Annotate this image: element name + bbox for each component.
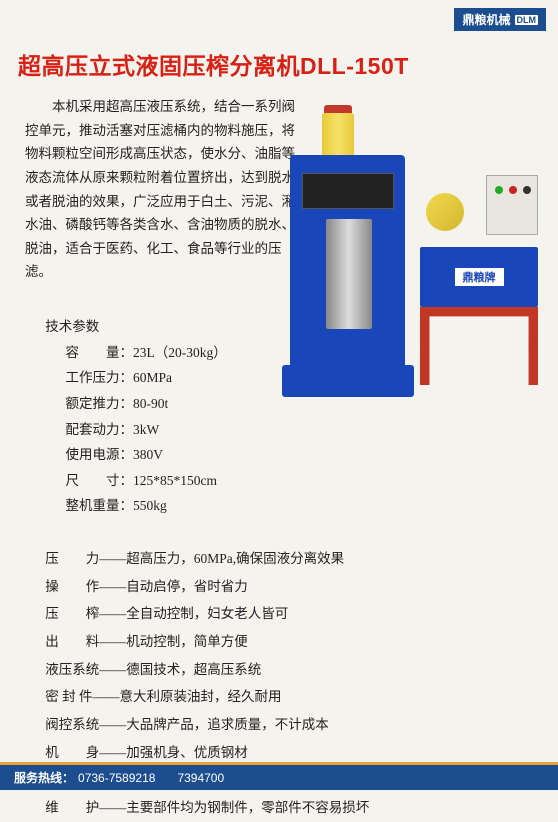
feature-label: 操 作——: [45, 579, 126, 594]
footer-phone-2: 7394700: [177, 771, 224, 785]
spec-label: 整机重量：: [45, 493, 133, 519]
press-frame: [290, 155, 405, 385]
feature-label: 压 榨——: [45, 606, 126, 621]
feature-value: 机动控制，简单方便: [126, 634, 248, 649]
feature-label: 维 护——: [45, 800, 126, 815]
feature-row: 压 力——超高压力，60MPa,确保固液分离效果: [25, 545, 533, 573]
feature-row: 液压系统——德国技术，超高压系统: [25, 656, 533, 684]
footer-label: 服务热线：: [14, 769, 74, 786]
spec-label: 额定推力：: [45, 391, 133, 417]
feature-label: 阀控系统——: [45, 717, 126, 732]
spec-value: 550kg: [133, 498, 167, 513]
feature-label: 出 料——: [45, 634, 126, 649]
feature-value: 主要部件均为钢制件，零部件不容易损坏: [126, 800, 369, 815]
spec-row: 额定推力：80-90t: [25, 391, 533, 417]
feature-value: 意大利原装油封，经久耐用: [120, 689, 282, 704]
feature-label: 密 封 件——: [45, 689, 119, 704]
tank-label: 鼎粮牌: [455, 268, 504, 286]
button-red-icon: [509, 186, 517, 194]
spec-row: 配套动力：3kW: [25, 417, 533, 443]
spec-label: 使用电源：: [45, 442, 133, 468]
spec-value: 125*85*150cm: [133, 473, 217, 488]
spec-value: 60MPa: [133, 370, 172, 385]
feature-row: 维 护——主要部件均为钢制件，零部件不容易损坏: [25, 794, 533, 822]
footer-phone-1: 0736-7589218: [78, 771, 155, 785]
press-machine: [280, 155, 420, 385]
spec-label: 尺 寸：: [45, 468, 133, 494]
spec-label: 容 量：: [45, 340, 133, 366]
footer: 服务热线： 0736-7589218 7394700: [0, 762, 558, 790]
press-base: [282, 365, 414, 397]
spec-row: 使用电源：380V: [25, 442, 533, 468]
spec-row: 整机重量：550kg: [25, 493, 533, 519]
product-image: 鼎粮牌: [280, 95, 540, 385]
feature-value: 大品牌产品，追求质量，不计成本: [126, 717, 329, 732]
button-green-icon: [495, 186, 503, 194]
spec-label: 配套动力：: [45, 417, 133, 443]
feature-row: 阀控系统——大品牌产品，追求质量，不计成本: [25, 711, 533, 739]
feature-label: 机 身——: [45, 745, 126, 760]
hydraulic-pump-unit: 鼎粮牌: [420, 187, 540, 385]
header: 鼎粮机械 DLM: [0, 0, 558, 39]
feature-value: 自动启停，省时省力: [126, 579, 248, 594]
control-panel: [302, 173, 394, 209]
feature-value: 德国技术，超高压系统: [126, 662, 261, 677]
feature-row: 压 榨——全自动控制，妇女老人皆可: [25, 600, 533, 628]
feature-row: 密 封 件——意大利原装油封，经久耐用: [25, 683, 533, 711]
page-title: 超高压立式液固压榨分离机DLL-150T: [0, 39, 558, 95]
spec-value: 23L（20-30kg）: [133, 345, 227, 360]
spec-value: 80-90t: [133, 396, 168, 411]
feature-row: 出 料——机动控制，简单方便: [25, 628, 533, 656]
feature-value: 超高压力，60MPa,确保固液分离效果: [126, 551, 344, 566]
spec-value: 3kW: [133, 422, 159, 437]
button-black-icon: [523, 186, 531, 194]
feature-label: 压 力——: [45, 551, 126, 566]
intro-text: 本机采用超高压液压系统，结合一系列阀控单元，推动活塞对压滤桶内的物料施压，将物料…: [25, 95, 305, 284]
motor-icon: [426, 193, 464, 231]
spec-value: 380V: [133, 447, 163, 462]
feature-label: 液压系统——: [45, 662, 126, 677]
oil-tank: 鼎粮牌: [420, 247, 538, 307]
spec-label: 工作压力：: [45, 365, 133, 391]
control-box: [486, 175, 538, 235]
press-barrel: [326, 219, 372, 329]
feature-value: 加强机身、优质钢材: [126, 745, 248, 760]
spec-row: 尺 寸：125*85*150cm: [25, 468, 533, 494]
brand-badge: 鼎粮机械 DLM: [454, 8, 546, 31]
feature-row: 操 作——自动启停，省时省力: [25, 573, 533, 601]
stand-legs: [420, 307, 538, 385]
brand-sub: DLM: [515, 15, 539, 25]
feature-value: 全自动控制，妇女老人皆可: [126, 606, 288, 621]
content: 本机采用超高压液压系统，结合一系列阀控单元，推动活塞对压滤桶内的物料施压，将物料…: [0, 95, 558, 822]
brand-name: 鼎粮机械: [462, 11, 510, 28]
pump-top: [420, 187, 540, 247]
